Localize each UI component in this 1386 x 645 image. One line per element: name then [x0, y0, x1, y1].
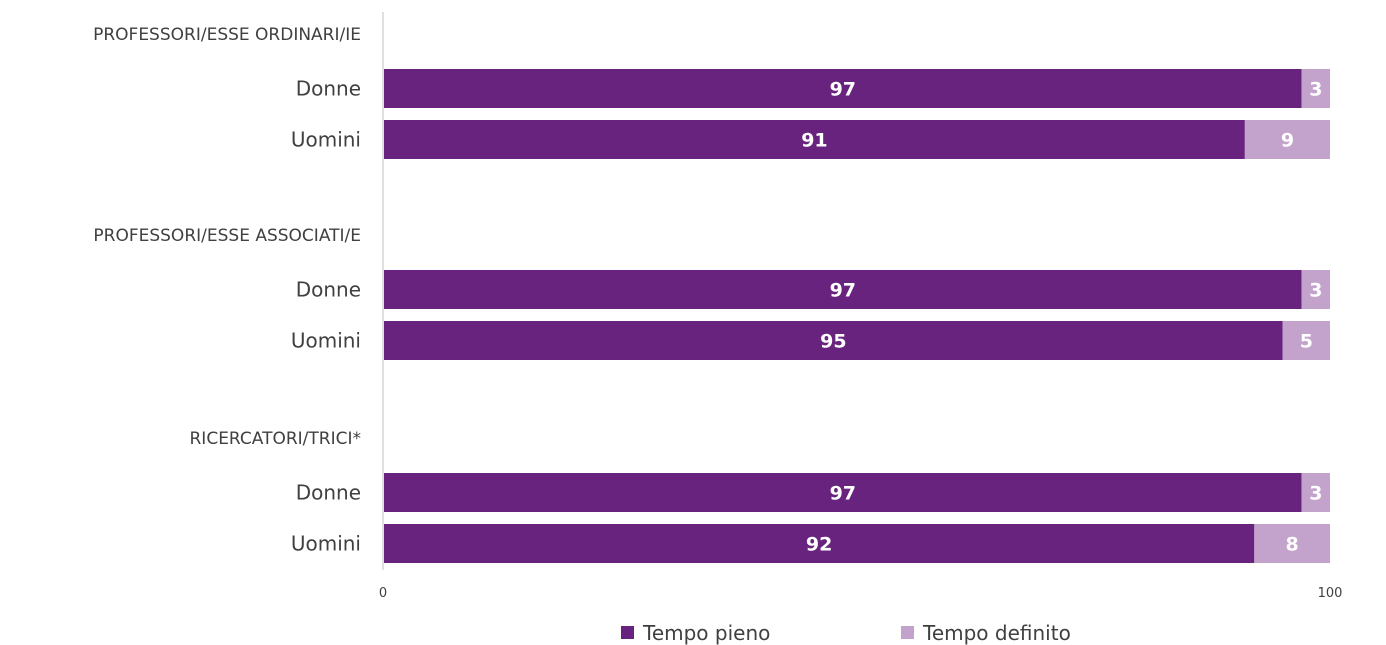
x-tick-label: 100: [1318, 586, 1343, 601]
data-label: 3: [1309, 79, 1322, 101]
bar-group: PROFESSORI/ESSE ASSOCIATI/E Donne 97 3 Uomin…: [93, 226, 1330, 360]
legend-label: Tempo pieno: [642, 621, 770, 645]
bar-tempo-definito: [1282, 321, 1330, 360]
bar-tempo-pieno: [384, 473, 1302, 512]
data-label: 92: [806, 534, 832, 556]
group-label: PROFESSORI/ESSE ASSOCIATI/E: [93, 226, 361, 246]
group-label: PROFESSORI/ESSE ORDINARI/IE: [93, 25, 361, 45]
bar-tempo-pieno: [384, 321, 1283, 360]
bar-tempo-definito: [1244, 120, 1330, 159]
category-label: Donne: [296, 278, 361, 302]
bar-tempo-pieno: [384, 120, 1245, 159]
category-label: Uomini: [291, 128, 361, 152]
bar-group: RICERCATORI/TRICI* Donne 97 3 Uomini 92 8: [190, 429, 1330, 563]
bar-tempo-definito: [1301, 69, 1330, 108]
category-label: Donne: [296, 77, 361, 101]
data-label: 9: [1281, 130, 1294, 152]
legend-swatch: [621, 626, 634, 639]
bar-tempo-pieno: [384, 524, 1255, 563]
bar-tempo-definito: [1254, 524, 1330, 563]
legend-swatch: [901, 626, 914, 639]
bar-tempo-definito: [1301, 473, 1330, 512]
data-label: 95: [820, 331, 846, 353]
bar-tempo-definito: [1301, 270, 1330, 309]
category-label: Uomini: [291, 532, 361, 556]
data-label: 3: [1309, 280, 1322, 302]
x-tick-label: 0: [379, 586, 387, 601]
group-label: RICERCATORI/TRICI*: [190, 429, 362, 449]
bar-group: PROFESSORI/ESSE ORDINARI/IE Donne 97 3 Uomin…: [93, 25, 1330, 159]
x-axis: 0 100: [379, 586, 1343, 601]
bar-tempo-pieno: [384, 69, 1302, 108]
bar-groups: PROFESSORI/ESSE ORDINARI/IE Donne 97 3 Uomin…: [93, 25, 1330, 563]
legend: Tempo pieno Tempo definito: [621, 621, 1071, 645]
data-label: 97: [830, 280, 856, 302]
bar-tempo-pieno: [384, 270, 1302, 309]
data-label: 8: [1286, 534, 1299, 556]
legend-label: Tempo definito: [922, 621, 1071, 645]
category-label: Donne: [296, 481, 361, 505]
data-label: 97: [830, 483, 856, 505]
data-label: 97: [830, 79, 856, 101]
data-label: 5: [1300, 331, 1313, 353]
data-label: 91: [801, 130, 827, 152]
category-label: Uomini: [291, 329, 361, 353]
data-label: 3: [1309, 483, 1322, 505]
